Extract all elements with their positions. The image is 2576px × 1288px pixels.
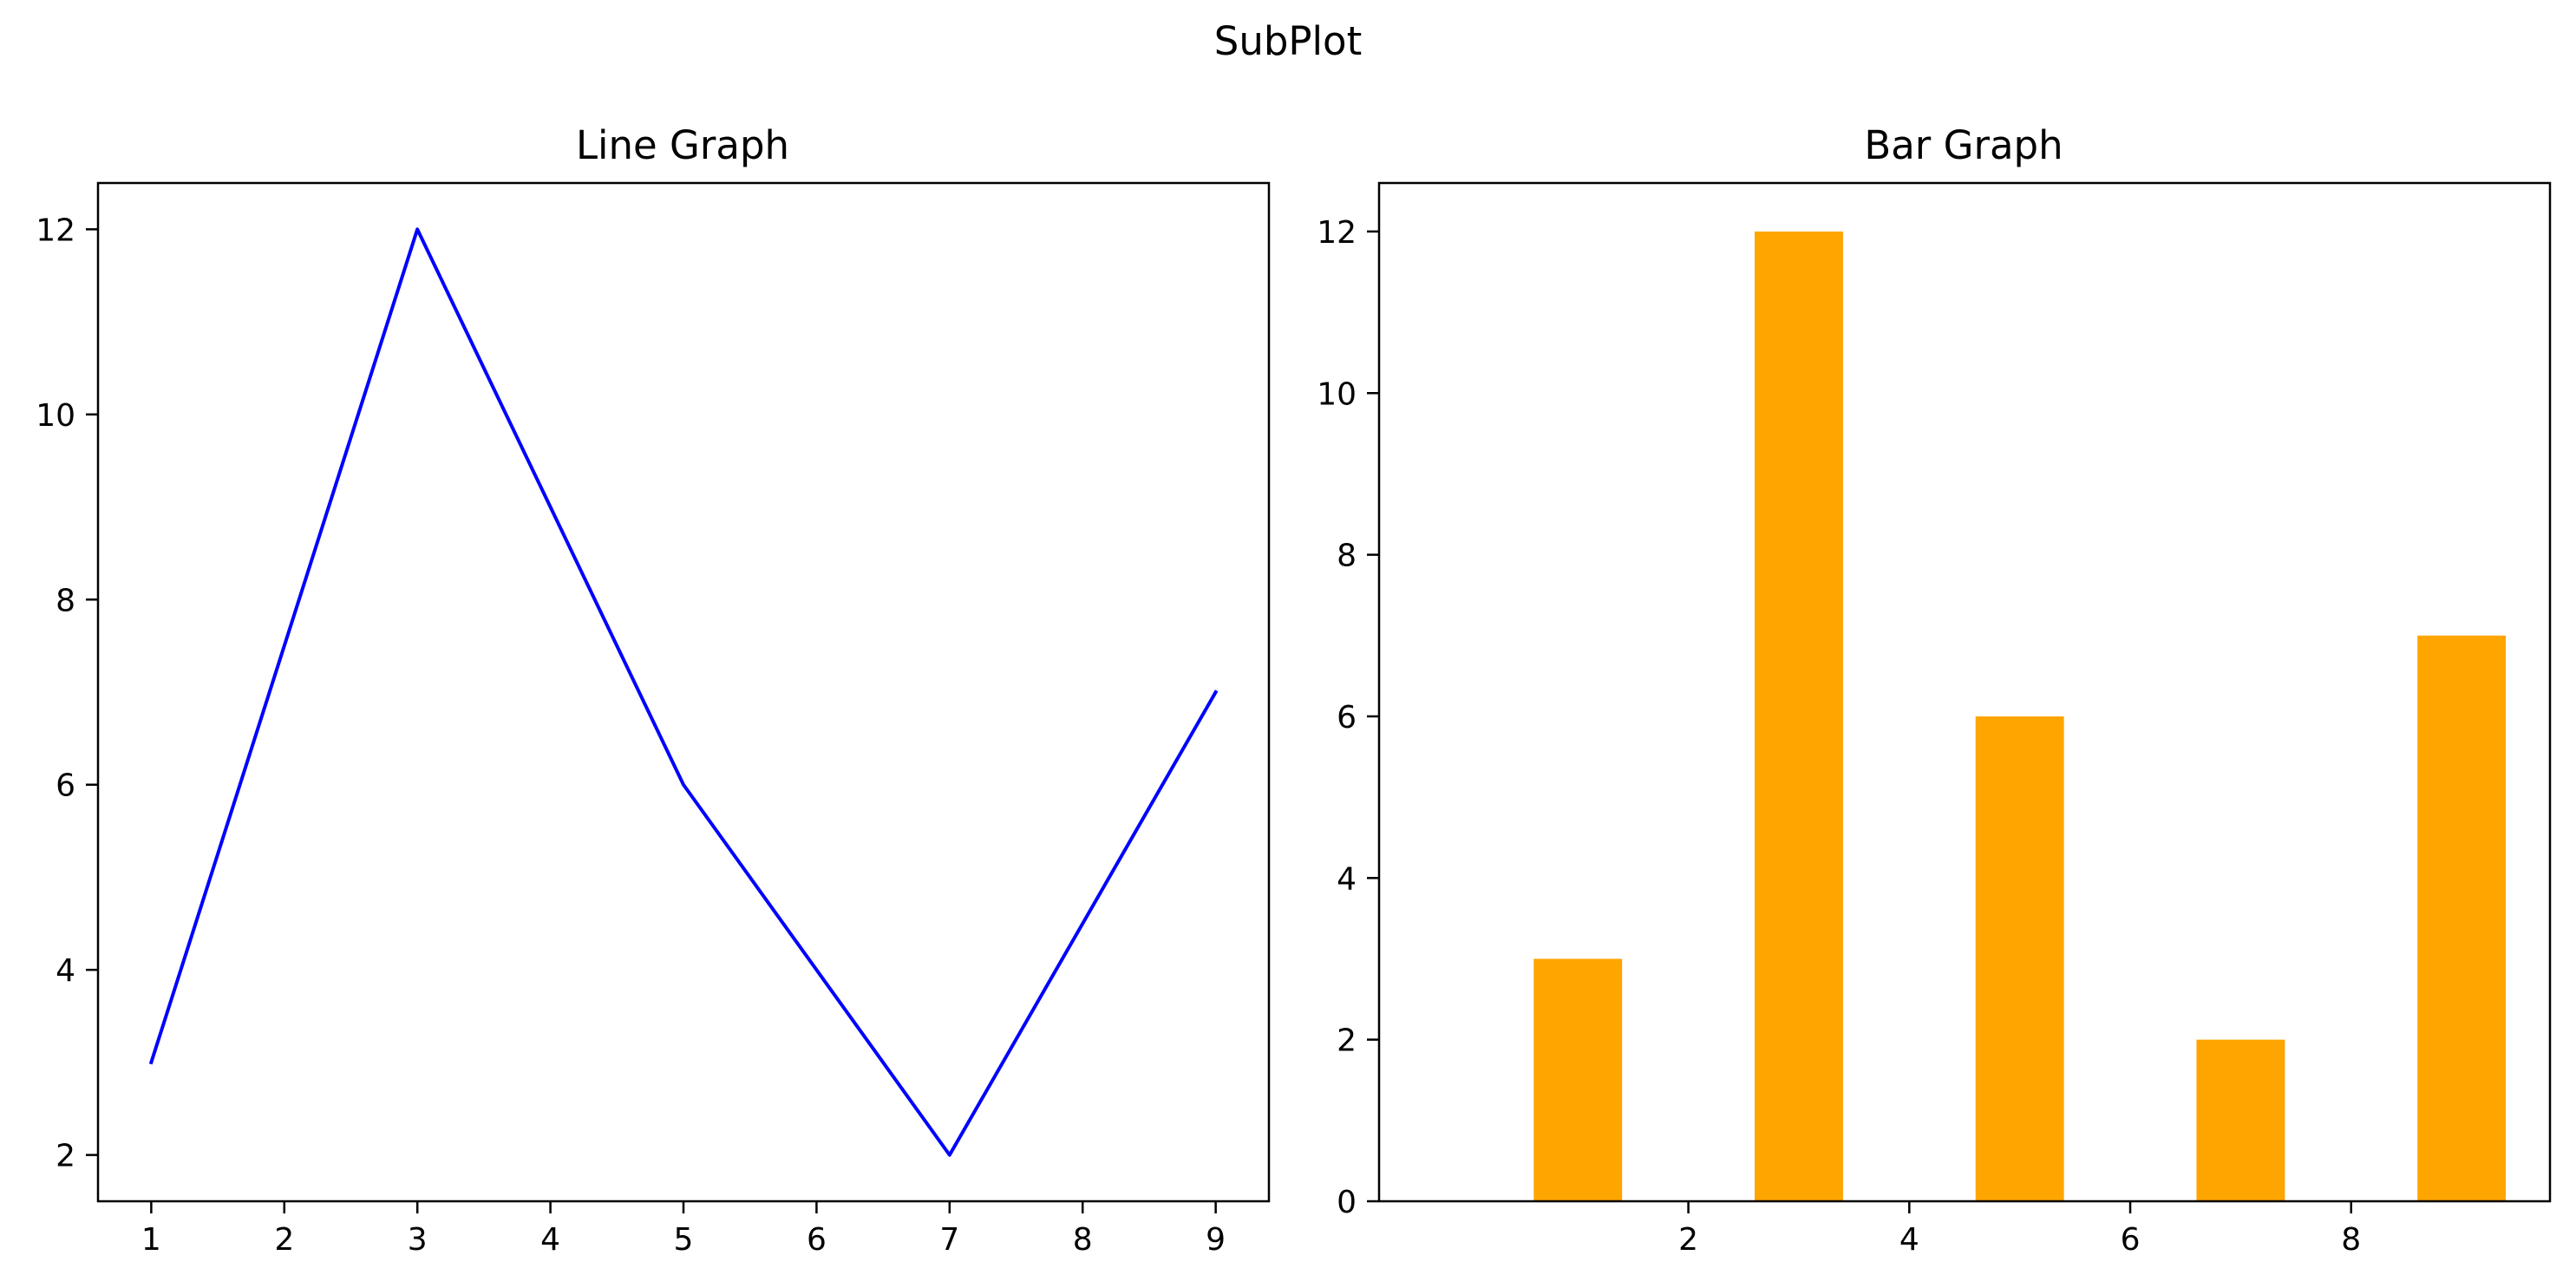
line-graph-xtick-label: 4 (540, 1222, 560, 1258)
line-graph-xtick-label: 2 (274, 1222, 294, 1258)
line-graph-ytick-label: 10 (36, 398, 75, 434)
line-graph-ytick-label: 8 (56, 583, 75, 618)
line-graph-xtick-label: 9 (1206, 1222, 1226, 1258)
line-graph-xtick-label: 7 (939, 1222, 959, 1258)
line-graph-ytick-label: 4 (56, 953, 75, 989)
line-graph-xtick-label: 1 (141, 1222, 161, 1258)
bar-graph-xtick-label: 2 (1678, 1222, 1698, 1258)
bar-graph-axes: Bar Graph 2 4 6 8 0 2 4 6 8 10 12 (1317, 122, 2552, 1258)
bar-graph-ytick-label: 8 (1337, 539, 1357, 574)
bar-graph-plot-area (1533, 231, 2507, 1201)
bar-graph-frame (1377, 181, 2552, 1203)
line-graph-xtick-label: 6 (807, 1222, 827, 1258)
bar-graph-ytick-label: 10 (1317, 376, 1357, 412)
bar-graph-xtick-label: 8 (2341, 1222, 2361, 1258)
line-graph-ytick-label: 6 (56, 768, 75, 804)
bar-graph-bar (2417, 635, 2507, 1201)
bar-graph-bar (2196, 1039, 2285, 1201)
bar-graph-xtick-label: 6 (2121, 1222, 2141, 1258)
bar-graph-bar (1975, 716, 2064, 1201)
bar-graph-bar (1533, 958, 1623, 1201)
line-graph-plot-area (148, 227, 1219, 1157)
figure-suptitle: SubPlot (1214, 18, 1362, 64)
bar-graph-xtick-label: 4 (1899, 1222, 1919, 1258)
line-graph-frame (96, 181, 1271, 1203)
bar-graph-ytick-label: 12 (1317, 215, 1357, 251)
line-graph-ytick-label: 12 (36, 212, 75, 248)
line-graph-xtick-label: 3 (408, 1222, 428, 1258)
line-graph-title: Line Graph (576, 122, 789, 168)
bar-graph-bar (1755, 231, 1843, 1201)
bar-graph-ytick-label: 0 (1337, 1185, 1357, 1220)
bar-graph-ytick-label: 2 (1337, 1023, 1357, 1059)
line-graph-xtick-label: 5 (674, 1222, 694, 1258)
line-graph-series-line (148, 227, 1219, 1157)
line-graph-xtick-label: 8 (1073, 1222, 1093, 1258)
bar-graph-title: Bar Graph (1864, 122, 2063, 168)
bar-graph-ticks: 2 4 6 8 0 2 4 6 8 10 12 (1317, 215, 2361, 1258)
bar-graph-ytick-label: 6 (1337, 700, 1357, 736)
line-graph-ytick-label: 2 (56, 1139, 75, 1174)
bar-graph-ytick-label: 4 (1337, 861, 1357, 897)
